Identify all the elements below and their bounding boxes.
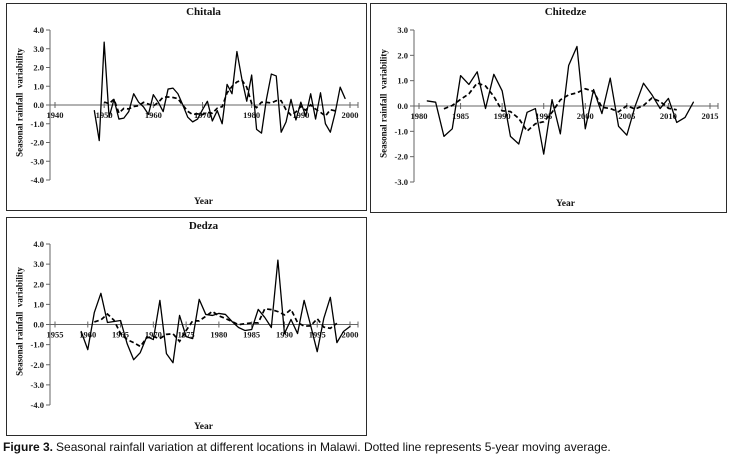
svg-text:-4.0: -4.0 (31, 400, 44, 410)
svg-text:2015: 2015 (702, 111, 719, 121)
y-axis-label: Seasonal rainfall variability (378, 49, 389, 158)
chart-title-chitedze: Chitedze (544, 6, 587, 18)
svg-text:-2.0: -2.0 (31, 360, 44, 370)
x-axis-label: Year (194, 422, 213, 432)
svg-text:-1.0: -1.0 (31, 340, 44, 350)
caption-label: Figure 3. (3, 440, 54, 454)
svg-text:1955: 1955 (47, 330, 64, 340)
svg-text:0.0: 0.0 (33, 320, 44, 330)
svg-text:-3.0: -3.0 (31, 156, 44, 166)
svg-text:1.0: 1.0 (33, 299, 44, 309)
svg-text:-1.0: -1.0 (31, 119, 44, 129)
svg-text:0.0: 0.0 (397, 101, 408, 111)
chitedze-line-chart: 3.0 2.0 1.0 0.0 -1.0 -2.0 -3.0 1980 1985 1990 1995… (395, 25, 719, 187)
svg-text:-3.0: -3.0 (31, 380, 44, 390)
svg-text:3.0: 3.0 (33, 259, 44, 269)
svg-text:1985: 1985 (452, 111, 469, 121)
x-axis-label: Year (194, 197, 213, 207)
caption-text: Seasonal rainfall variation at different… (56, 440, 611, 454)
svg-text:2000: 2000 (577, 111, 594, 121)
y-axis-label: Seasonal rainfall variability (14, 267, 25, 376)
svg-text:2.0: 2.0 (33, 279, 44, 289)
svg-text:1995: 1995 (309, 330, 326, 340)
svg-text:2.0: 2.0 (397, 50, 408, 60)
svg-text:1980: 1980 (243, 110, 260, 120)
svg-text:1970: 1970 (145, 330, 162, 340)
svg-text:-2.0: -2.0 (31, 138, 44, 148)
svg-text:2000: 2000 (342, 330, 359, 340)
svg-text:2010: 2010 (660, 111, 677, 121)
svg-text:1980: 1980 (411, 111, 428, 121)
svg-text:0.0: 0.0 (33, 100, 44, 110)
svg-text:2000: 2000 (342, 110, 359, 120)
chart-panel-chitedze: 3.0 2.0 1.0 0.0 -1.0 -2.0 -3.0 1980 1985 1990 1995… (370, 3, 727, 213)
svg-text:1985: 1985 (243, 330, 260, 340)
figure-caption: Figure 3. Seasonal rainfall variation at … (3, 440, 611, 454)
svg-text:3.0: 3.0 (397, 25, 408, 35)
svg-text:3.0: 3.0 (33, 44, 44, 54)
svg-text:1940: 1940 (47, 110, 64, 120)
x-axis-label: Year (556, 199, 575, 209)
chart-panel-chitala: 4.0 3.0 2.0 1.0 0.0 -1.0 -2.0 -3.0 -4.0 1940 1950 1… (6, 3, 367, 211)
svg-text:2.0: 2.0 (33, 63, 44, 73)
svg-text:1960: 1960 (145, 110, 162, 120)
svg-text:1.0: 1.0 (397, 76, 408, 86)
svg-text:4.0: 4.0 (33, 239, 44, 249)
svg-text:1990: 1990 (276, 330, 293, 340)
svg-text:2005: 2005 (618, 111, 635, 121)
svg-text:1990: 1990 (292, 110, 309, 120)
svg-text:1995: 1995 (535, 111, 552, 121)
svg-text:1.0: 1.0 (33, 81, 44, 91)
svg-text:4.0: 4.0 (33, 25, 44, 35)
svg-text:1980: 1980 (210, 330, 227, 340)
dedza-line-chart: 4.0 3.0 2.0 1.0 0.0 -1.0 -2.0 -3.0 -4.0 1955 1960 1… (31, 239, 359, 410)
chart-title-dedza: Dedza (188, 220, 219, 232)
svg-text:1960: 1960 (79, 330, 96, 340)
svg-text:-3.0: -3.0 (395, 177, 408, 187)
svg-text:-2.0: -2.0 (395, 152, 408, 162)
chitala-line-chart: 4.0 3.0 2.0 1.0 0.0 -1.0 -2.0 -3.0 -4.0 1940 1950 1… (31, 25, 359, 185)
svg-text:-1.0: -1.0 (395, 126, 408, 136)
svg-text:-4.0: -4.0 (31, 175, 44, 185)
svg-text:1950: 1950 (96, 110, 113, 120)
y-axis-label: Seasonal rainfall variability (14, 48, 25, 157)
svg-text:1990: 1990 (494, 111, 511, 121)
chart-panel-dedza: 4.0 3.0 2.0 1.0 0.0 -1.0 -2.0 -3.0 -4.0 1955 1960 1… (6, 217, 367, 436)
chart-title-chitala: Chitala (186, 6, 221, 18)
